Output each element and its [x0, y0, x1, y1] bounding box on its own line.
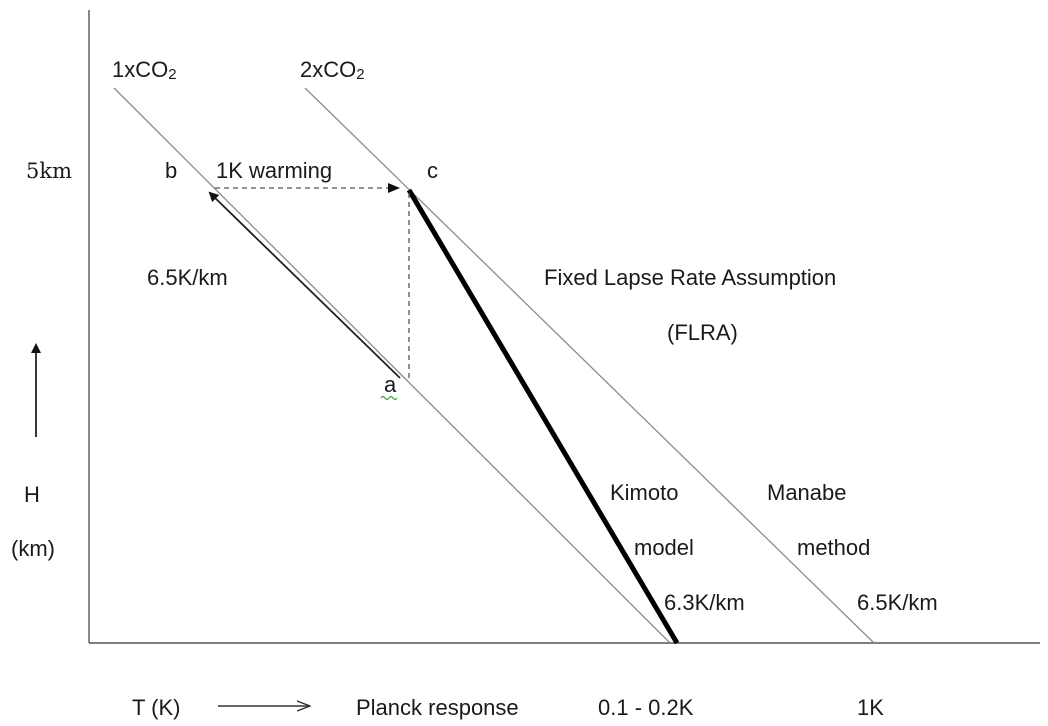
line-kimoto-model: [406, 188, 680, 645]
label-kimoto-rate: 6.3K/km: [664, 590, 745, 615]
x-axis-label: T (K): [132, 695, 180, 720]
label-manabe-2: method: [797, 535, 870, 560]
label-planck-response: Planck response: [356, 695, 519, 720]
point-c: c: [427, 158, 438, 183]
label-kimoto-1: Kimoto: [610, 480, 678, 505]
point-a-underline: [380, 395, 398, 401]
y-axis-letter: H: [24, 482, 40, 507]
label-flra-abbrev: (FLRA): [667, 320, 738, 345]
label-flra-title: Fixed Lapse Rate Assumption: [544, 265, 836, 290]
label-5km: 5km: [26, 159, 72, 183]
label-manabe-1: Manabe: [767, 480, 847, 505]
arrow-a-to-b: [208, 191, 401, 379]
label-kimoto-2: model: [634, 535, 694, 560]
point-a: a: [384, 372, 397, 397]
label-planck-range: 0.1 - 0.2K: [598, 695, 694, 720]
line-2xco2: [304, 87, 875, 644]
label-manabe-rate: 6.5K/km: [857, 590, 938, 615]
y-axis-unit: (km): [11, 536, 55, 561]
label-2xco2: 2xCO2: [300, 57, 365, 83]
point-b: b: [165, 158, 177, 183]
line-1xco2: [113, 87, 671, 644]
label-manabe-result: 1K: [857, 695, 884, 720]
label-1k-warming: 1K warming: [216, 158, 332, 183]
label-lapse-left: 6.5K/km: [147, 265, 228, 290]
label-1xco2: 1xCO2: [112, 57, 177, 83]
